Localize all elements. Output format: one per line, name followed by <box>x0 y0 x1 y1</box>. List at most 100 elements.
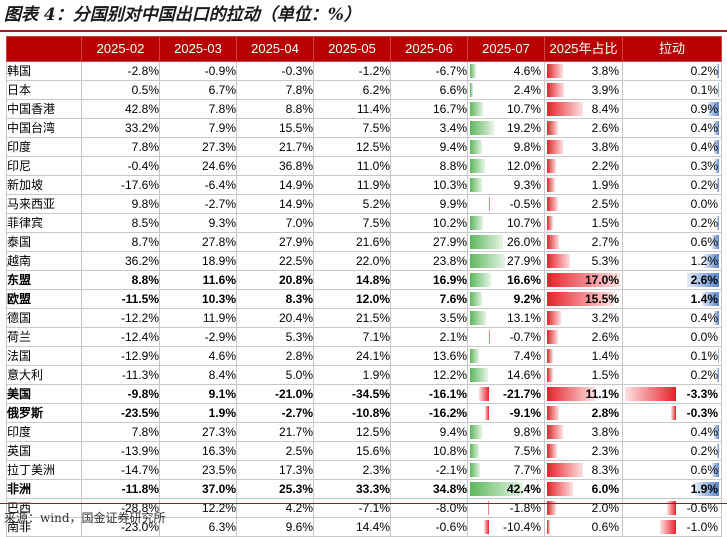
value-m02: -0.4% <box>82 157 160 176</box>
value-m06: 34.8% <box>391 480 468 499</box>
value-m02: 9.8% <box>82 195 160 214</box>
figure-title: 图表 4：分国别对中国出口的拉动（单位：%） <box>4 2 361 28</box>
country-name: 法国 <box>7 347 82 366</box>
share-value-label: 8.3% <box>592 463 622 477</box>
pull-value-bar <box>671 406 676 420</box>
value-m05: 6.2% <box>314 81 391 100</box>
pull-value-label: 0.3% <box>691 159 721 173</box>
value-m06: 23.8% <box>391 252 468 271</box>
value-m05: 14.8% <box>314 271 391 290</box>
pull-value: 0.4% <box>623 138 722 157</box>
pull-value-label: -0.3% <box>687 406 721 420</box>
country-name: 俄罗斯 <box>7 404 82 423</box>
share-value-bar <box>547 330 558 344</box>
value-m07-bar <box>484 520 489 534</box>
value-m05: 14.4% <box>314 518 391 537</box>
value-m06: 3.5% <box>391 309 468 328</box>
pull-value-label: 1.9% <box>691 482 721 496</box>
value-m07: 10.7% <box>468 214 545 233</box>
share-value: 3.8% <box>545 62 623 81</box>
value-m02: -11.8% <box>82 480 160 499</box>
value-m06: 6.6% <box>391 81 468 100</box>
value-m02: 8.8% <box>82 271 160 290</box>
share-value-bar <box>547 444 557 458</box>
value-m03: 16.3% <box>160 442 237 461</box>
value-m07-bar <box>470 178 482 192</box>
value-m07-bar <box>470 463 480 477</box>
value-m06: 13.6% <box>391 347 468 366</box>
share-value: 15.5% <box>545 290 623 309</box>
value-m07-label: -21.7% <box>503 387 544 401</box>
value-m07: 12.0% <box>468 157 545 176</box>
share-value-bar <box>547 482 573 496</box>
header-2025-04: 2025-04 <box>237 37 314 62</box>
header-2025-06: 2025-06 <box>391 37 468 62</box>
pull-value: 0.3% <box>623 157 722 176</box>
country-name: 新加坡 <box>7 176 82 195</box>
pull-value-label: 0.2% <box>691 216 721 230</box>
share-value: 2.0% <box>545 499 623 518</box>
value-m05: 12.0% <box>314 290 391 309</box>
value-m06: 12.2% <box>391 366 468 385</box>
pull-value: -1.0% <box>623 518 722 537</box>
table-row: 新加坡-17.6%-6.4%14.9%11.9%10.3%9.3%1.9%0.2… <box>7 176 722 195</box>
value-m04: 4.2% <box>237 499 314 518</box>
value-m07-label: 13.1% <box>507 311 544 325</box>
value-m07: 2.4% <box>468 81 545 100</box>
value-m04: 2.5% <box>237 442 314 461</box>
value-m02: 36.2% <box>82 252 160 271</box>
pull-value: 0.4% <box>623 309 722 328</box>
table-row: 非洲-11.8%37.0%25.3%33.3%34.8%42.4%6.0%1.9… <box>7 480 722 499</box>
country-name: 日本 <box>7 81 82 100</box>
share-value-label: 17.0% <box>585 273 622 287</box>
share-value-bar <box>547 349 553 363</box>
value-m05: 24.1% <box>314 347 391 366</box>
value-m07-label: -0.7% <box>510 330 544 344</box>
value-m04: 36.8% <box>237 157 314 176</box>
value-m04: 9.6% <box>237 518 314 537</box>
value-m07-bar <box>470 216 483 230</box>
value-m04: 21.7% <box>237 423 314 442</box>
share-value-bar <box>547 102 583 116</box>
value-m07-label: 2.4% <box>514 83 544 97</box>
value-m07: 7.4% <box>468 347 545 366</box>
value-m07-bar <box>470 140 482 154</box>
country-name: 英国 <box>7 442 82 461</box>
value-m05: -1.2% <box>314 62 391 81</box>
share-value: 8.3% <box>545 461 623 480</box>
value-m03: -6.4% <box>160 176 237 195</box>
value-m06: -2.1% <box>391 461 468 480</box>
country-name: 泰国 <box>7 233 82 252</box>
value-m03: 27.3% <box>160 138 237 157</box>
pull-value: 1.9% <box>623 480 722 499</box>
value-m07-bar <box>470 273 491 287</box>
value-m07-label: 7.5% <box>514 444 544 458</box>
value-m04: -0.3% <box>237 62 314 81</box>
value-m07-label: -1.8% <box>510 501 544 515</box>
value-m04: 27.9% <box>237 233 314 252</box>
value-m07: 7.7% <box>468 461 545 480</box>
pull-value-label: 0.1% <box>691 83 721 97</box>
value-m07-bar <box>470 444 479 458</box>
value-m04: 5.3% <box>237 328 314 347</box>
value-m05: 33.3% <box>314 480 391 499</box>
share-value: 1.9% <box>545 176 623 195</box>
value-m07-label: 10.7% <box>507 216 544 230</box>
share-value-label: 2.5% <box>592 197 622 211</box>
pull-value-label: 0.0% <box>691 330 721 344</box>
value-m07: 7.5% <box>468 442 545 461</box>
value-m06: 7.6% <box>391 290 468 309</box>
pull-value-bar <box>625 387 676 401</box>
share-value-label: 11.1% <box>586 387 622 401</box>
value-m07: -0.7% <box>468 328 545 347</box>
pull-value: 2.6% <box>623 271 722 290</box>
share-value-label: 3.8% <box>592 425 622 439</box>
value-m07: -9.1% <box>468 404 545 423</box>
value-m04: 17.3% <box>237 461 314 480</box>
value-m05: 15.6% <box>314 442 391 461</box>
value-m03: 18.9% <box>160 252 237 271</box>
table-row: 法国-12.9%4.6%2.8%24.1%13.6%7.4%1.4%0.1% <box>7 347 722 366</box>
value-m07-bar <box>470 292 482 306</box>
